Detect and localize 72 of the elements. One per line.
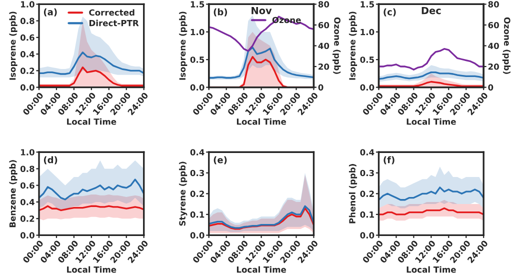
annotation: (f): [384, 156, 394, 164]
y-tick-label: 1.5: [190, 1, 204, 8]
y-axis-title: Isoprene (ppb): [9, 12, 18, 80]
annotation: (b): [214, 8, 228, 16]
y-tick-label: 0.0: [190, 84, 204, 91]
y-tick-label: 0.2: [190, 190, 204, 197]
y-tick-label: 0.4: [190, 149, 204, 156]
legend-label: Direct-PTR: [89, 20, 139, 26]
y2-tick-label: 60: [318, 22, 330, 28]
y2-tick-label: 80: [318, 1, 330, 8]
annotation: (c): [384, 8, 396, 16]
y-tick-label: 0.2: [20, 216, 34, 222]
line-series: [39, 52, 144, 75]
y-tick-label: 0.2: [20, 68, 34, 74]
annotation: (d): [44, 156, 58, 164]
line-series: [378, 186, 484, 201]
y-tick-label: 0.1: [190, 211, 204, 218]
y2-tick-label: 0: [318, 84, 324, 91]
y-tick-label: 0.0: [20, 232, 34, 238]
line-series: [378, 72, 484, 80]
y-tick-label: 0.1: [360, 211, 374, 218]
y2-tick-label: 20: [488, 64, 499, 70]
y-tick-label: 0.3: [360, 170, 374, 176]
line-series: [378, 207, 484, 216]
y-tick-label: 0.0: [190, 232, 204, 238]
y2-tick-label: 40: [488, 42, 499, 50]
legend-label: Corrected: [89, 9, 134, 16]
y-tick-label: 0.5: [190, 56, 204, 63]
x-axis-title: Local Time: [406, 118, 456, 125]
x-axis-title: Local Time: [236, 266, 286, 273]
y-axis-title: Isoprene (ppb): [179, 12, 188, 80]
x-axis-title: Local Time: [67, 118, 116, 125]
y2-axis-title: Ozone (ppb): [502, 17, 510, 74]
y-tick-label: 0.6: [20, 34, 34, 41]
x-axis-title: Local Time: [406, 266, 456, 273]
y-tick-label: 0.6: [20, 182, 34, 189]
chart-title: Nov: [252, 6, 272, 14]
line-series: [39, 178, 144, 200]
line-series: [378, 48, 484, 70]
y-tick-label: 0.0: [20, 84, 34, 91]
chart-title: Dec: [422, 6, 441, 14]
y-axis-title: Styrene (ppb): [179, 162, 188, 226]
y-tick-label: 0.8: [20, 18, 34, 24]
y-tick-label: 0.0: [360, 84, 374, 91]
y2-tick-label: 20: [318, 64, 330, 70]
y-axis-title: Benzene (ppb): [9, 160, 18, 228]
annotation: (a): [44, 8, 57, 16]
x-axis-title: Local Time: [236, 118, 286, 125]
y-tick-label: 1.5: [360, 1, 374, 8]
annotation: (e): [214, 156, 227, 164]
y-tick-label: 1.0: [190, 28, 204, 36]
y-tick-label: 0.8: [20, 166, 34, 172]
y-tick-label: 0.4: [20, 198, 34, 206]
y-tick-label: 0.5: [360, 56, 374, 63]
y2-axis-title: Ozone (ppb): [332, 17, 341, 74]
y-tick-label: 0.2: [360, 190, 374, 197]
y-tick-label: 0.0: [360, 232, 374, 238]
y2-tick-label: 0: [488, 84, 494, 91]
y-tick-label: 0.4: [20, 51, 34, 58]
y2-tick-label: 80: [488, 1, 499, 8]
y-tick-label: 0.4: [360, 149, 374, 156]
y-axis-title: Phenol (ppb): [348, 164, 358, 224]
x-axis-title: Local Time: [67, 266, 116, 273]
y-axis-title: Isoprene (ppb): [348, 12, 358, 80]
y2-tick-label: 40: [318, 42, 330, 50]
line-series: [208, 46, 314, 79]
y-tick-label: 1.0: [21, 149, 34, 156]
y-tick-label: 1.0: [21, 1, 34, 8]
line-series: [208, 16, 314, 52]
y-tick-label: 1.0: [360, 28, 374, 36]
y-tick-label: 0.3: [190, 170, 204, 176]
y2-tick-label: 60: [488, 22, 499, 28]
